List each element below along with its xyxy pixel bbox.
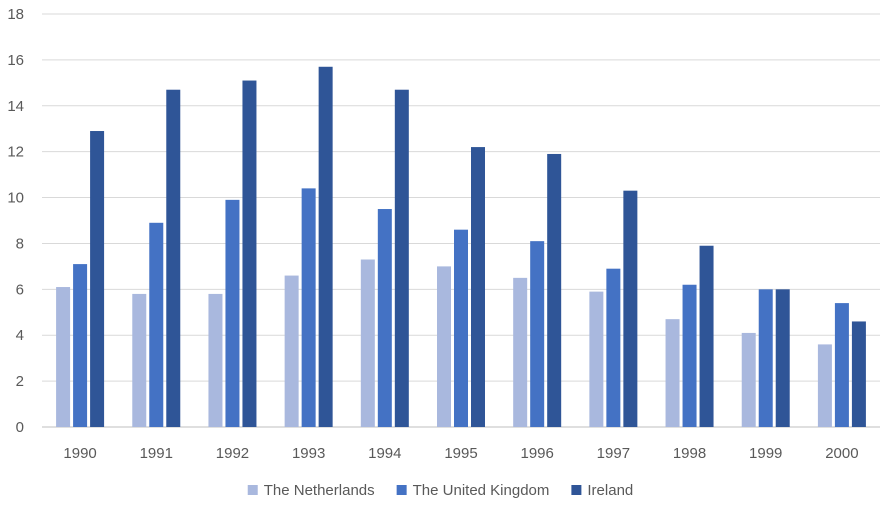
bar [73, 264, 88, 427]
bars [56, 66, 866, 428]
legend-swatch [571, 485, 582, 495]
y-tick-label: 10 [7, 190, 24, 207]
bar [834, 303, 849, 427]
legend-label: The Netherlands [264, 482, 375, 499]
bar [758, 289, 773, 427]
y-tick-label: 14 [7, 98, 24, 115]
legend-swatch [396, 485, 407, 495]
bar [208, 293, 223, 427]
x-tick-label: 1994 [368, 445, 401, 462]
x-tick-label: 1990 [63, 445, 96, 462]
bar [318, 66, 333, 428]
bar [471, 147, 485, 428]
bar [437, 266, 451, 427]
legend-label: The United Kingdom [413, 482, 550, 499]
bar [851, 321, 866, 427]
bar [149, 222, 164, 427]
bar [360, 259, 375, 427]
x-axis-ticks: 1990 1991 1992 1993 1994 1995 1996 1997 1998 1999… [63, 445, 858, 462]
bar [741, 332, 756, 427]
y-tick-label: 4 [16, 327, 24, 344]
x-tick-label: 2000 [825, 445, 858, 462]
bar [242, 80, 257, 428]
bar [530, 241, 545, 427]
y-axis-ticks: 0 2 4 6 8 10 12 14 16 18 [7, 6, 24, 436]
bar [166, 89, 181, 427]
bar [90, 131, 105, 427]
bar [775, 289, 790, 427]
bar [589, 291, 604, 427]
bar [699, 245, 714, 427]
y-tick-label: 16 [7, 52, 24, 69]
bar [817, 344, 832, 427]
y-tick-label: 2 [16, 373, 24, 390]
x-tick-label: 1995 [444, 445, 477, 462]
x-tick-label: 1991 [140, 445, 173, 462]
legend: The Netherlands The United Kingdom Ireland [247, 482, 633, 499]
x-tick-label: 1998 [673, 445, 706, 462]
legend-swatch [247, 485, 258, 495]
bar [301, 188, 316, 427]
bar [56, 287, 71, 427]
bar [606, 268, 621, 427]
bar [284, 275, 299, 427]
bar [132, 293, 147, 427]
y-tick-label: 6 [16, 281, 24, 298]
bar [682, 284, 697, 427]
y-tick-label: 12 [7, 144, 24, 161]
x-tick-label: 1997 [597, 445, 630, 462]
bar [665, 319, 680, 427]
y-tick-label: 8 [16, 235, 24, 252]
bar [547, 153, 562, 427]
y-tick-label: 0 [16, 419, 24, 436]
bar [623, 190, 638, 427]
y-tick-label: 18 [7, 6, 24, 23]
bar [454, 229, 468, 427]
x-tick-label: 1996 [520, 445, 553, 462]
x-tick-label: 1992 [216, 445, 249, 462]
bar [377, 209, 392, 427]
bar [394, 89, 409, 427]
bar [513, 277, 528, 427]
legend-label: Ireland [587, 482, 633, 499]
bar [225, 199, 240, 427]
x-tick-label: 1999 [749, 445, 782, 462]
x-tick-label: 1993 [292, 445, 325, 462]
